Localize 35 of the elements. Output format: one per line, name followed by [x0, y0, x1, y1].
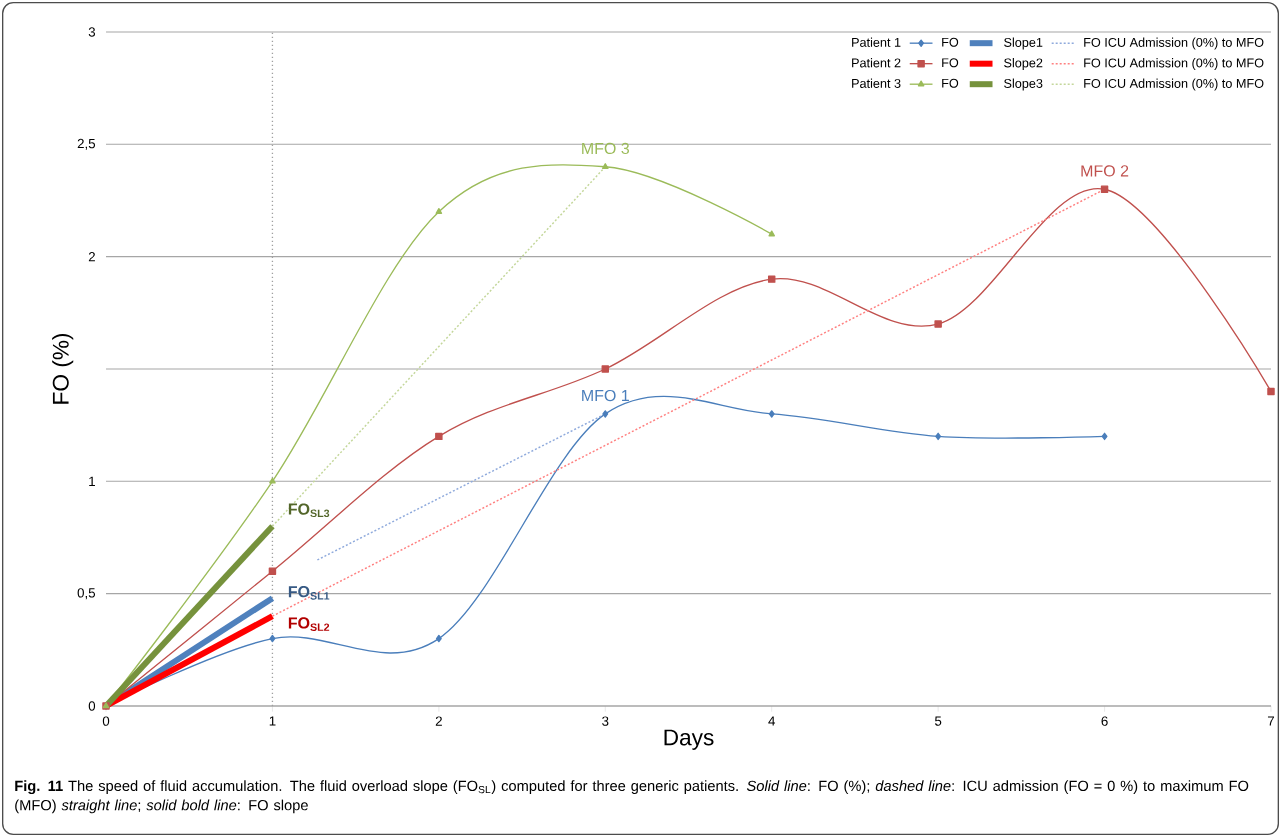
y-tick-label: 1	[89, 476, 95, 486]
y-tick-label: 2,5	[77, 138, 96, 150]
y-tick-label: 0	[88, 701, 96, 711]
legend-label: FO ICU Admission (0%) to MFO	[1084, 58, 1264, 70]
legend-label: FO ICU Admission (0%) to MFO	[1084, 78, 1264, 91]
legend-label: Slope2	[1004, 58, 1043, 70]
annotation: FO$_{SL1}$	[288, 585, 330, 600]
annotation: FO$_{SL2}$	[288, 617, 330, 631]
y-tick-label: 3	[88, 27, 96, 37]
x-tick-label: 6	[1101, 716, 1108, 726]
legend-label: FO	[942, 37, 959, 47]
x-tick-label: 5	[934, 716, 942, 726]
x-tick-label: 7	[1267, 716, 1275, 726]
x-tick-label: 2	[435, 716, 442, 726]
annotation: Patient 3	[852, 78, 901, 88]
annotation: MFO 2	[1081, 165, 1129, 177]
x-tick-label: 4	[768, 716, 776, 726]
annotation: MFO 3	[582, 142, 630, 155]
annotation: Patient 1	[852, 37, 901, 47]
annotation: MFO 1	[582, 389, 629, 402]
text: Fig. 11 The speed of fluid accumulation. The fluid overload slope (FO$_{SL}$) computed for three generic patients. Solid line: FO (%); dashed line: ICU admission (FO = 0 %) to maximum FO (MFO) straight line; solid bold line: FO slope	[15, 780, 1249, 814]
annotation: Patient 2	[852, 58, 901, 68]
legend-label: FO	[942, 58, 959, 68]
y-tick-label: 0,5	[77, 588, 96, 600]
x-tick-label: 3	[602, 716, 609, 726]
legend-label: FO ICU Admission (0%) to MFO	[1084, 37, 1264, 50]
annotation: FO$_{SL3}$	[288, 503, 330, 518]
legend-label: Slope3	[1004, 78, 1043, 91]
y-axis-title: FO (%)	[52, 333, 74, 404]
legend-label: FO	[942, 78, 959, 88]
x-tick-label: 1	[269, 716, 276, 726]
x-tick-label: 0	[102, 716, 110, 726]
y-tick-label: 2	[88, 252, 95, 262]
x-axis-title: Days	[664, 729, 714, 750]
legend-label: Slope1	[1004, 37, 1043, 50]
